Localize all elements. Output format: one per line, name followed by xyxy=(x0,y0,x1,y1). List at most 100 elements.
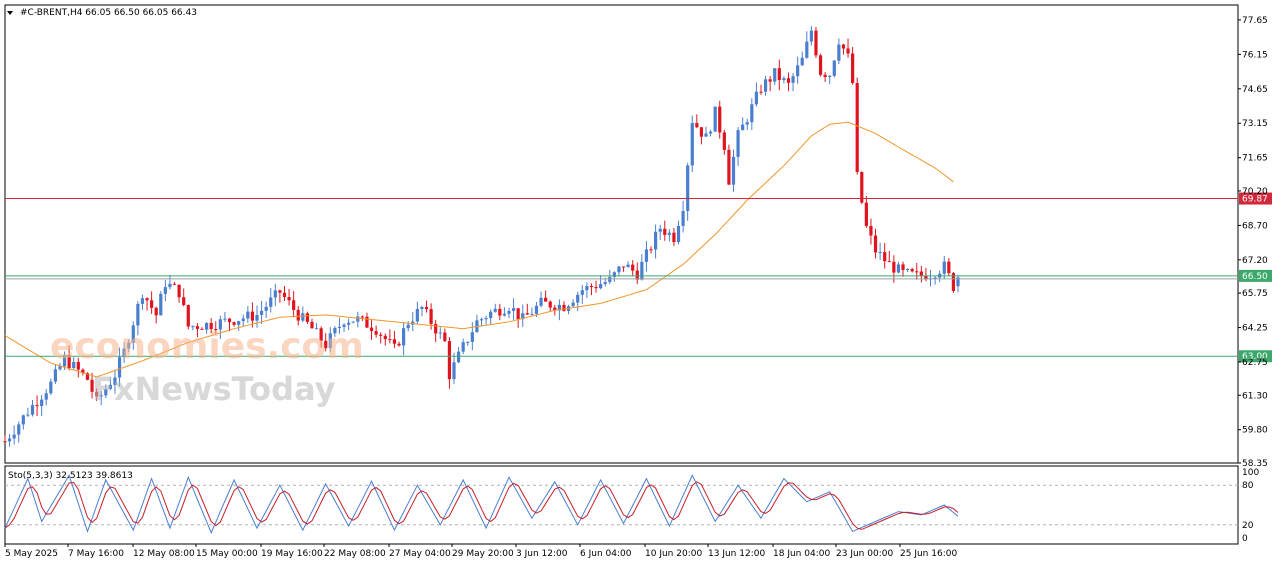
stochastic-panel-frame xyxy=(4,465,1239,545)
candle-body xyxy=(736,130,740,157)
price-tick-label: 68.70 xyxy=(1242,221,1268,231)
time-tick-label: 15 May 00:00 xyxy=(196,549,258,559)
candle-body xyxy=(823,74,827,77)
candle-body xyxy=(365,316,369,328)
candle-body xyxy=(209,323,213,330)
candle-body xyxy=(131,325,135,343)
candle-body xyxy=(420,306,424,309)
candle-body xyxy=(553,307,557,311)
candle-body xyxy=(534,305,539,314)
dropdown-triangle-icon[interactable] xyxy=(7,11,13,15)
candle-body xyxy=(631,264,635,271)
candle-body xyxy=(626,264,630,268)
time-tick-label: 22 May 08:00 xyxy=(324,549,386,559)
candle-body xyxy=(351,321,355,323)
candle-body xyxy=(95,391,99,397)
candle-body xyxy=(947,261,951,274)
candle-body xyxy=(342,324,346,327)
time-tick-label: 13 Jun 12:00 xyxy=(708,549,765,559)
level-price-label: 66.50 xyxy=(1242,272,1268,282)
candle-body xyxy=(172,283,177,285)
candle-body xyxy=(232,322,236,325)
candle-body xyxy=(745,122,749,125)
candle-body xyxy=(136,303,140,326)
symbol-ohlc-label: #C-BRENT,H4 66.05 66.50 66.05 66.43 xyxy=(20,8,197,18)
time-tick-label: 25 Jun 16:00 xyxy=(900,549,957,559)
candle-body xyxy=(76,361,80,370)
stochastic-axis: 100 80 20 0 xyxy=(1242,468,1259,544)
candle-body xyxy=(429,309,433,324)
candle-body xyxy=(640,261,644,280)
candle-body xyxy=(287,297,291,301)
level-price-label: 69.87 xyxy=(1242,195,1268,205)
candle-body xyxy=(62,355,67,367)
price-tick-label: 61.30 xyxy=(1242,391,1268,401)
candle-body xyxy=(608,276,612,283)
candle-body xyxy=(186,305,190,327)
candle-body xyxy=(163,287,167,294)
price-tick-label: 71.65 xyxy=(1242,154,1268,164)
candle-body xyxy=(204,323,209,330)
candle-body xyxy=(191,326,195,328)
horizontal-levels[interactable]: 69.87 66.50 63.00 xyxy=(5,192,1272,363)
candle-body xyxy=(246,311,250,319)
stochastic-main-line xyxy=(4,474,959,534)
candle-body xyxy=(498,308,502,316)
candle-body xyxy=(314,328,319,330)
time-tick-label: 23 Jun 00:00 xyxy=(836,549,893,559)
candle-body xyxy=(424,306,429,310)
candle-body xyxy=(846,48,850,54)
candle-body xyxy=(113,377,117,385)
candle-body xyxy=(621,266,626,268)
candle-body xyxy=(695,123,699,128)
candle-body xyxy=(195,326,200,329)
candle-body xyxy=(383,335,387,340)
candle-body xyxy=(278,290,282,293)
time-tick-label: 7 May 16:00 xyxy=(68,549,124,559)
candle-body xyxy=(883,252,887,262)
candle-body xyxy=(759,91,763,93)
stochastic-panel xyxy=(4,465,1239,545)
candle-body xyxy=(104,389,108,396)
candle-body xyxy=(713,106,717,132)
candle-body xyxy=(548,301,552,308)
candle-body xyxy=(782,78,786,81)
candle-body xyxy=(402,328,406,346)
time-tick-label: 29 May 20:00 xyxy=(452,549,514,559)
candle-body xyxy=(470,332,474,342)
candle-body xyxy=(860,172,864,203)
level-price-tag xyxy=(1239,192,1272,205)
candle-body xyxy=(360,316,364,318)
candle-body xyxy=(154,307,158,316)
candle-body xyxy=(869,225,873,236)
candle-body xyxy=(282,292,287,298)
candle-body xyxy=(658,228,662,232)
candle-body xyxy=(392,339,397,344)
candle-body xyxy=(159,293,163,316)
level-price-label: 63.00 xyxy=(1242,352,1268,362)
candle-body xyxy=(942,261,946,274)
candle-body xyxy=(649,249,653,251)
candle-body xyxy=(924,275,928,280)
candle-body xyxy=(177,284,181,298)
candle-body xyxy=(328,333,332,349)
price-tick-label: 58.35 xyxy=(1242,459,1268,469)
candle-body xyxy=(255,314,259,321)
candle-body xyxy=(269,297,273,307)
candle-body xyxy=(905,269,910,271)
candle-body xyxy=(53,369,58,382)
candle-body xyxy=(507,310,511,314)
candle-body xyxy=(447,341,452,380)
candle-body xyxy=(67,355,71,368)
candle-body xyxy=(85,373,90,380)
moving-average-line xyxy=(4,121,954,378)
candle-body xyxy=(227,318,232,323)
candle-body xyxy=(461,342,465,352)
candle-body xyxy=(434,323,438,334)
candle-body xyxy=(768,79,772,82)
candle-body xyxy=(809,30,813,42)
candle-body xyxy=(237,321,241,325)
candle-body xyxy=(452,362,456,380)
price-tick-label: 62.75 xyxy=(1242,358,1268,368)
candle-body xyxy=(654,231,658,250)
